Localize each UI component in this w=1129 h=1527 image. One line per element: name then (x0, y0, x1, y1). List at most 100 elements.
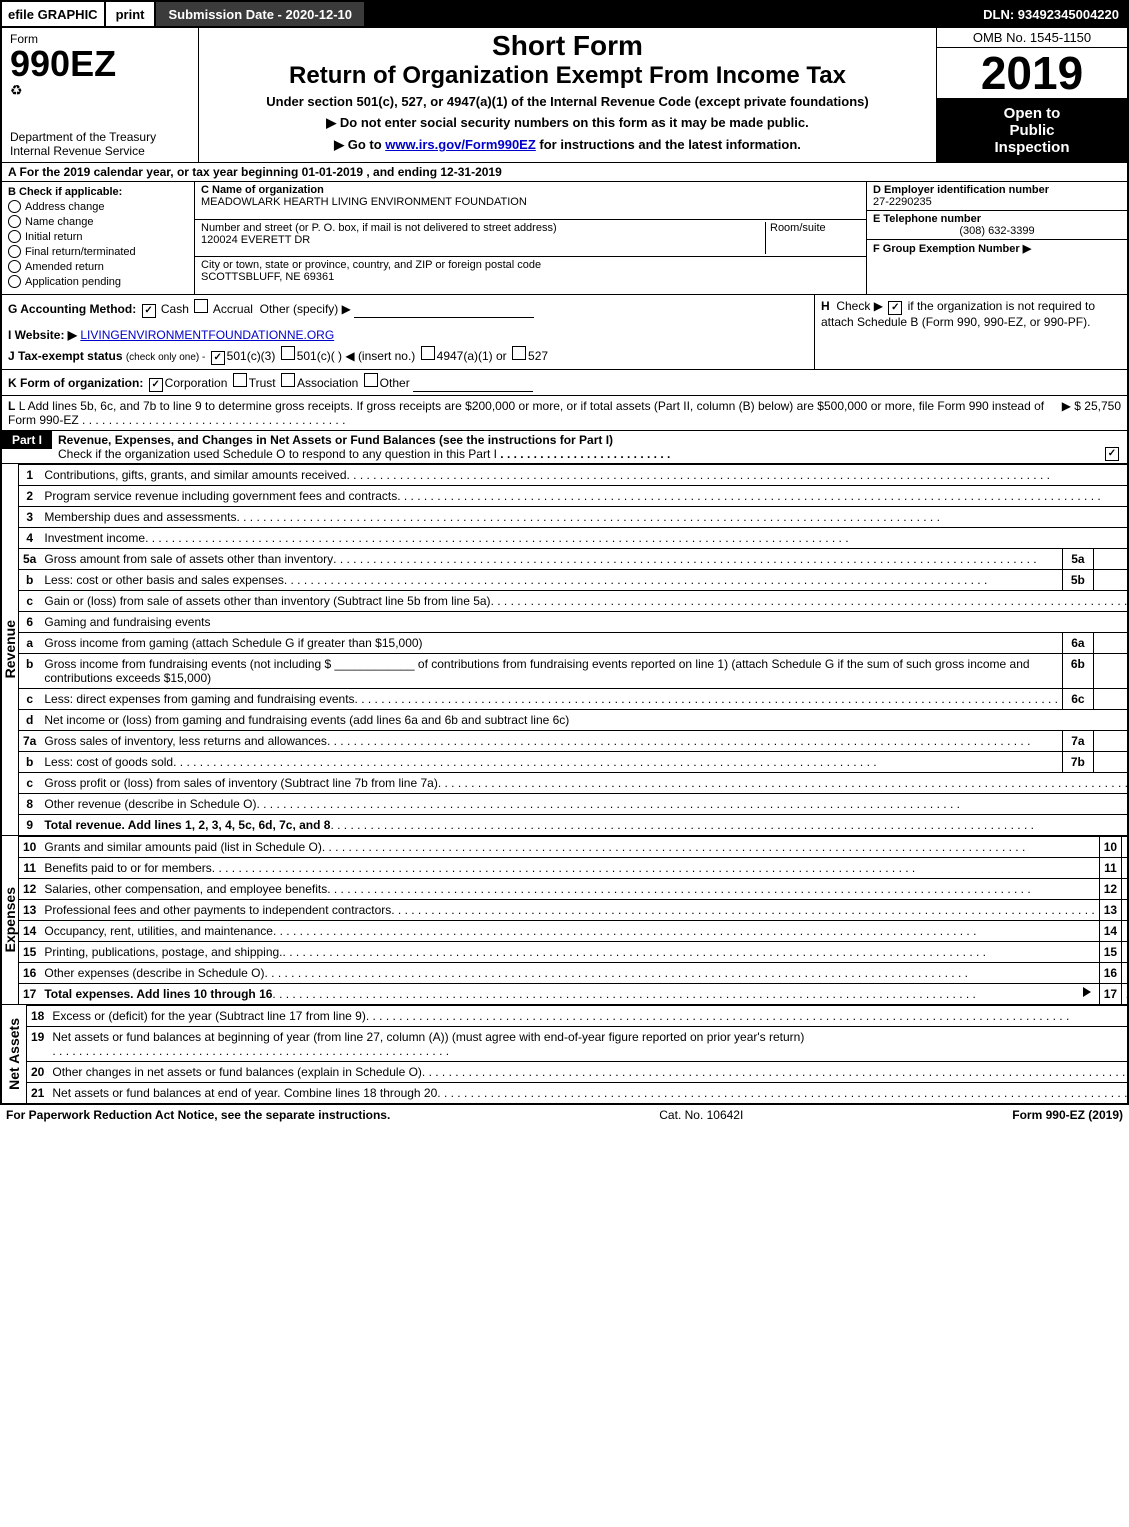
row-16: 16Other expenses (describe in Schedule O… (19, 963, 1129, 984)
chk-application-pending[interactable] (8, 275, 21, 288)
chk-other-org[interactable] (364, 373, 378, 387)
lbl-corporation: Corporation (165, 376, 228, 390)
amt-14 (1122, 921, 1129, 942)
other-method-input[interactable] (354, 303, 534, 318)
lbl-accrual: Accrual (213, 302, 253, 316)
lbl-application-pending: Application pending (25, 276, 121, 288)
row-6b: bGross income from fundraising events (n… (19, 654, 1129, 689)
row-20: 20Other changes in net assets or fund ba… (27, 1062, 1129, 1083)
revenue-label: Revenue (2, 620, 18, 678)
line-h-prefix: H (821, 299, 830, 313)
row-7a: 7aGross sales of inventory, less returns… (19, 731, 1129, 752)
amt-13: 4,143 (1122, 900, 1129, 921)
lbl-other-method: Other (specify) ▶ (260, 302, 351, 316)
city-value: SCOTTSBLUFF, NE 69361 (201, 271, 334, 283)
line-j-note: (check only one) - (126, 352, 205, 363)
street-value: 120024 EVERETT DR (201, 234, 310, 246)
arrow-icon (1083, 987, 1091, 997)
lbl-address-change: Address change (25, 201, 105, 213)
lbl-cash: Cash (161, 302, 189, 316)
part1-badge: Part I (2, 431, 52, 449)
chk-final-return[interactable] (8, 245, 21, 258)
row-3: 3Membership dues and assessments3 (19, 507, 1129, 528)
part1-header: Part I Revenue, Expenses, and Changes in… (2, 431, 1127, 464)
lbl-other-org: Other (380, 376, 410, 390)
no-ssn-note: ▶ Do not enter social security numbers o… (205, 115, 930, 131)
chk-part1-schedule-o[interactable] (1105, 447, 1119, 461)
chk-address-change[interactable] (8, 200, 21, 213)
line-k: K Form of organization: Corporation Trus… (2, 370, 1127, 396)
website-link[interactable]: LIVINGENVIRONMENTFOUNDATIONNE.ORG (80, 328, 334, 342)
line-l: L L Add lines 5b, 6c, and 7b to line 9 t… (2, 396, 1127, 431)
row-7c: cGross profit or (loss) from sales of in… (19, 773, 1129, 794)
omb-number: OMB No. 1545-1150 (937, 28, 1127, 48)
accounting-and-h: G Accounting Method: Cash Accrual Other … (2, 295, 1127, 370)
chk-accrual[interactable] (194, 299, 208, 313)
chk-initial-return[interactable] (8, 230, 21, 243)
footer-mid: Cat. No. 10642I (390, 1108, 1012, 1122)
amt-11 (1122, 858, 1129, 879)
row-2: 2Program service revenue including gover… (19, 486, 1129, 507)
row-11: 11Benefits paid to or for members11 (19, 858, 1129, 879)
footer-left: For Paperwork Reduction Act Notice, see … (6, 1108, 390, 1122)
row-6a: aGross income from gaming (attach Schedu… (19, 633, 1129, 654)
submission-date: Submission Date - 2020-12-10 (156, 2, 364, 26)
row-1: 1Contributions, gifts, grants, and simil… (19, 465, 1129, 486)
lbl-initial-return: Initial return (25, 231, 82, 243)
org-name-value: MEADOWLARK HEARTH LIVING ENVIRONMENT FOU… (201, 196, 527, 208)
chk-cash[interactable] (142, 304, 156, 318)
lbl-trust: Trust (249, 376, 276, 390)
row-21: 21Net assets or fund balances at end of … (27, 1083, 1129, 1104)
row-4: 4Investment income4550 (19, 528, 1129, 549)
row-15: 15Printing, publications, postage, and s… (19, 942, 1129, 963)
lbl-final-return: Final return/terminated (25, 246, 136, 258)
room-suite-label: Room/suite (770, 222, 826, 234)
amt-12 (1122, 879, 1129, 900)
dln-label: DLN: 93492345004220 (975, 7, 1127, 22)
lbl-501c: 501(c)( ) ◀ (insert no.) (297, 349, 416, 363)
telephone-value: (308) 632-3399 (873, 225, 1121, 237)
expenses-group: Expenses 10Grants and similar amounts pa… (2, 836, 1127, 1005)
ein-value: 27-2290235 (873, 196, 932, 208)
org-name-label: C Name of organization (201, 184, 324, 196)
line-l-amount: ▶ $ 25,750 (1062, 399, 1121, 427)
row-13: 13Professional fees and other payments t… (19, 900, 1129, 921)
col-b-title: B Check if applicable: (8, 186, 188, 198)
efile-label: efile GRAPHIC (2, 2, 106, 26)
row-8: 8Other revenue (describe in Schedule O)8… (19, 794, 1129, 815)
chk-527[interactable] (512, 346, 526, 360)
ein-label: D Employer identification number (873, 184, 1049, 196)
lbl-name-change: Name change (25, 216, 94, 228)
row-18: 18Excess or (deficit) for the year (Subt… (27, 1006, 1129, 1027)
group-exemption-label: F Group Exemption Number ▶ (873, 243, 1031, 255)
chk-amended-return[interactable] (8, 260, 21, 273)
lbl-4947: 4947(a)(1) or (437, 349, 507, 363)
amt-15 (1122, 942, 1129, 963)
chk-4947[interactable] (421, 346, 435, 360)
other-org-input[interactable] (413, 377, 533, 392)
street-label: Number and street (or P. O. box, if mail… (201, 222, 557, 234)
netassets-table: 18Excess or (deficit) for the year (Subt… (27, 1005, 1129, 1103)
chk-trust[interactable] (233, 373, 247, 387)
chk-501c[interactable] (281, 346, 295, 360)
expenses-table: 10Grants and similar amounts paid (list … (19, 836, 1129, 1004)
footer-right: Form 990-EZ (2019) (1012, 1108, 1123, 1122)
amt-16: 20,117 (1122, 963, 1129, 984)
chk-501c3[interactable] (211, 351, 225, 365)
chk-name-change[interactable] (8, 215, 21, 228)
line-h-text1: Check ▶ (836, 299, 883, 313)
footer: For Paperwork Reduction Act Notice, see … (0, 1105, 1129, 1125)
row-7b: bLess: cost of goods sold7b (19, 752, 1129, 773)
irs-link[interactable]: www.irs.gov/Form990EZ (385, 137, 536, 152)
print-button[interactable]: print (106, 2, 157, 26)
row-5c: cGain or (loss) from sale of assets othe… (19, 591, 1129, 612)
row-10: 10Grants and similar amounts paid (list … (19, 837, 1129, 858)
chk-association[interactable] (281, 373, 295, 387)
top-bar: efile GRAPHIC print Submission Date - 20… (0, 0, 1129, 28)
recycle-icon: ♻ (10, 82, 190, 99)
chk-schedule-b[interactable] (888, 301, 902, 315)
row-14: 14Occupancy, rent, utilities, and mainte… (19, 921, 1129, 942)
chk-corporation[interactable] (149, 378, 163, 392)
return-title: Return of Organization Exempt From Incom… (205, 62, 930, 90)
row-17: 17Total expenses. Add lines 10 through 1… (19, 984, 1129, 1005)
